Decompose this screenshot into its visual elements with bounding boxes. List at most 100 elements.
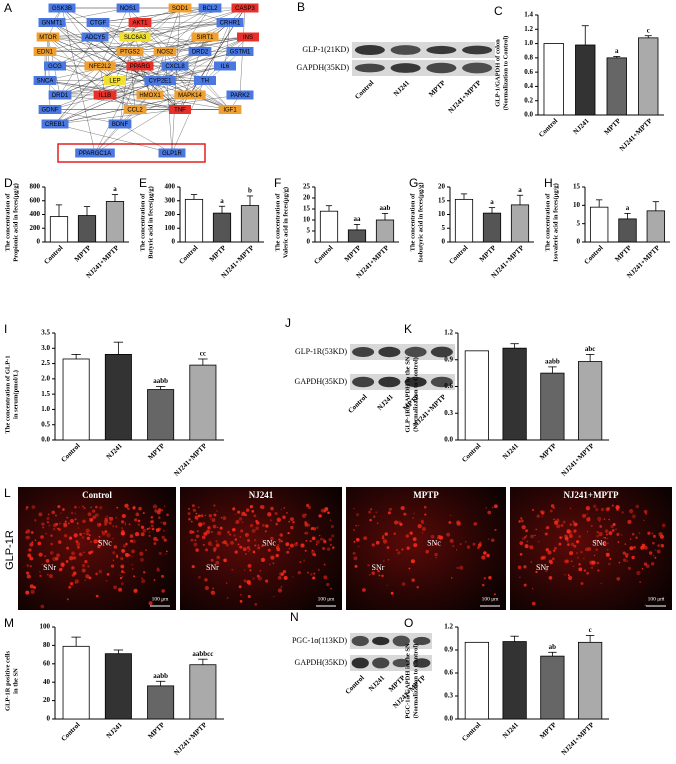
cell [643, 562, 648, 566]
cell [152, 504, 158, 509]
cell [600, 507, 605, 512]
cell [421, 531, 424, 534]
cell [493, 593, 496, 596]
bar [77, 215, 97, 243]
cell [582, 513, 587, 518]
bar [502, 347, 527, 441]
edge [139, 22, 166, 52]
cell [234, 513, 236, 515]
edge [204, 80, 231, 110]
cell [662, 596, 665, 599]
cell [90, 506, 92, 509]
cell [74, 512, 77, 515]
cell [151, 527, 155, 531]
cell [583, 557, 585, 560]
cell [38, 512, 43, 517]
cell [213, 547, 217, 551]
cell [546, 525, 550, 530]
cell [161, 509, 164, 512]
node-label: NOS1 [120, 6, 137, 12]
cell [586, 530, 589, 533]
cell [530, 534, 534, 539]
cell [307, 523, 311, 527]
edge [47, 36, 131, 52]
cell [595, 548, 598, 551]
cell [241, 521, 244, 524]
cell [135, 512, 140, 517]
cell [34, 539, 37, 542]
cell [413, 512, 415, 515]
node [119, 32, 151, 42]
cell [104, 522, 107, 526]
edge [97, 22, 141, 67]
cell [106, 515, 108, 518]
bar [147, 685, 175, 720]
cell [212, 524, 217, 529]
cell [193, 542, 198, 547]
cell [269, 519, 272, 522]
cell [537, 540, 540, 543]
cell [160, 521, 163, 524]
cell [131, 549, 136, 554]
node [188, 47, 212, 56]
cell [69, 581, 74, 586]
cell [397, 520, 402, 525]
error-bar [198, 658, 208, 665]
cell [259, 506, 262, 509]
node-label: CREB1 [45, 122, 66, 128]
cell [29, 556, 34, 561]
cell [569, 523, 572, 526]
y-tick-label: 0 [37, 238, 41, 246]
node [123, 105, 147, 114]
bar [454, 198, 474, 243]
cell [627, 519, 632, 524]
cell [610, 524, 614, 529]
cell [77, 545, 80, 549]
cell [234, 538, 238, 541]
cell [277, 544, 280, 547]
cell [413, 543, 418, 548]
cell [249, 523, 254, 528]
bar [464, 641, 489, 720]
cell [604, 529, 609, 533]
cell [327, 511, 330, 514]
cell [123, 571, 126, 574]
y-tick-label: 1.5 [41, 390, 50, 398]
edge [94, 22, 231, 38]
cell [584, 547, 589, 552]
significance-label: a [615, 47, 619, 55]
cell [657, 544, 660, 547]
x-tick-label: NJ241 [501, 442, 520, 461]
cell [121, 527, 123, 529]
cell [98, 569, 103, 574]
cell [279, 542, 281, 544]
cell [446, 532, 451, 537]
cell [84, 579, 86, 581]
error-bar [516, 194, 524, 205]
significance-label: a [490, 198, 494, 206]
cell [240, 594, 242, 596]
cell [616, 576, 621, 581]
cell [373, 515, 376, 518]
cell [401, 548, 404, 551]
bar [578, 361, 603, 441]
cell [225, 582, 228, 584]
cell [295, 542, 298, 544]
y-tick-label: 0.0 [444, 436, 453, 444]
cell [449, 538, 454, 543]
cell [96, 522, 102, 528]
node-label: PTGS2 [120, 50, 140, 56]
node [38, 105, 62, 114]
cell [523, 536, 527, 539]
cell [46, 573, 49, 576]
error-bar [113, 649, 124, 654]
edge [54, 109, 181, 125]
cell [89, 540, 92, 543]
cell [612, 523, 616, 526]
y-tick-label: 3.5 [41, 329, 50, 337]
node-label: TH [201, 79, 209, 85]
cell [158, 551, 162, 556]
cell [122, 544, 127, 548]
cell [448, 521, 452, 524]
node [128, 18, 152, 27]
